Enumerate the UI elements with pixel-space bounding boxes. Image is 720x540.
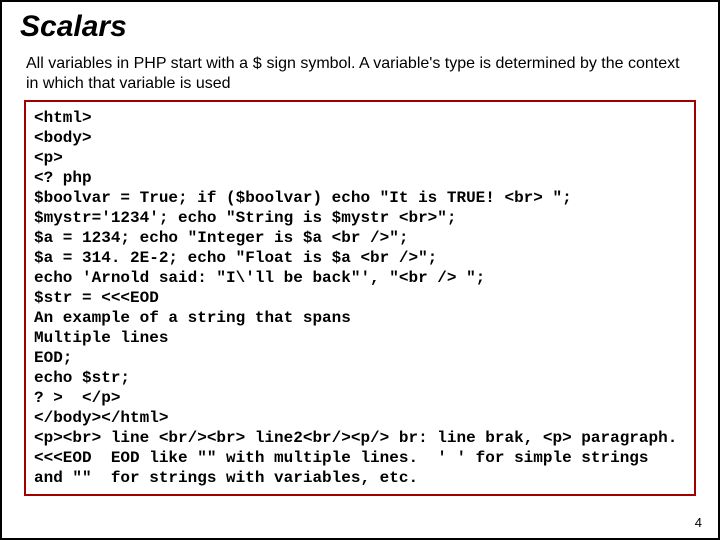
intro-before: All variables in PHP start with a [26, 55, 252, 72]
intro-paragraph: All variables in PHP start with a $ sign… [2, 54, 718, 98]
code-block: <html> <body> <p> <? php $boolvar = True… [24, 100, 696, 496]
page-number: 4 [695, 515, 702, 530]
slide-title: Scalars [2, 2, 718, 54]
dollar-sign: $ [252, 55, 262, 73]
